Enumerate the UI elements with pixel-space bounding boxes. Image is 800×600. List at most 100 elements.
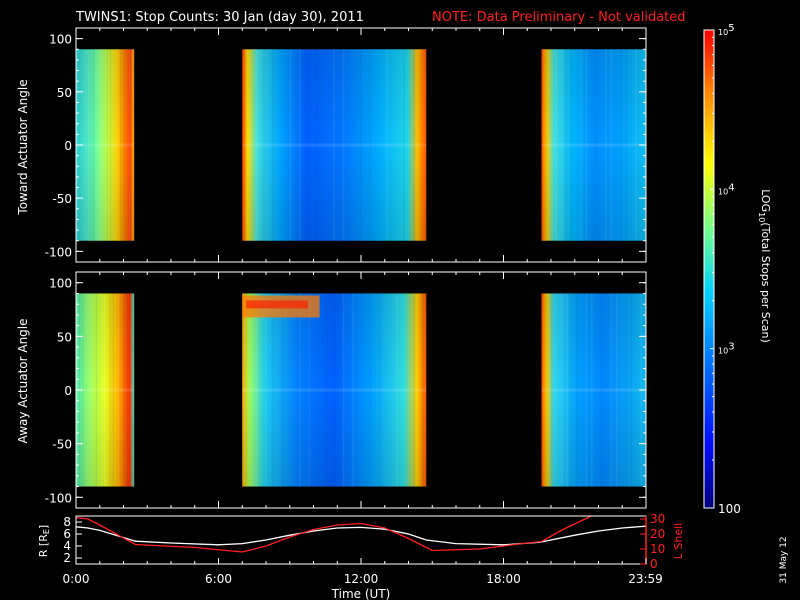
texture-streak xyxy=(395,293,398,487)
panel1-ylabel: Toward Actuator Angle xyxy=(16,79,30,215)
coverage-shade xyxy=(242,49,427,241)
zero-angle-band xyxy=(541,388,646,392)
texture-streak xyxy=(90,293,92,487)
zero-angle-band xyxy=(76,143,135,147)
texture-streak xyxy=(342,293,345,487)
texture-streak xyxy=(570,293,573,487)
texture-streak xyxy=(625,49,628,241)
texture-streak xyxy=(605,49,607,241)
right-ytick-label: 30 xyxy=(650,512,665,526)
texture-streak xyxy=(565,49,567,241)
xtick-label: 18:00 xyxy=(486,572,521,586)
texture-streak xyxy=(580,49,582,241)
panel2-ylabel: Away Actuator Angle xyxy=(16,318,30,443)
colorbar-label: LOG10(Total Stops per Scan) xyxy=(757,189,772,343)
colorbar-tick-label: 105 xyxy=(718,23,735,37)
texture-streak xyxy=(263,49,265,241)
texture-streak xyxy=(272,293,275,487)
texture-streak xyxy=(117,293,120,487)
texture-streak xyxy=(282,293,284,487)
texture-streak xyxy=(575,293,578,487)
ytick-label: 50 xyxy=(57,86,72,100)
texture-streak xyxy=(106,49,109,241)
coverage-shade xyxy=(541,49,646,241)
texture-streak xyxy=(545,293,548,487)
colorbar-tick-label: 103 xyxy=(718,342,735,356)
texture-streak xyxy=(101,293,103,487)
texture-streak xyxy=(635,49,637,241)
coverage-shade xyxy=(242,293,427,487)
texture-streak xyxy=(255,293,258,487)
colorbar-gradient xyxy=(704,30,714,508)
colorbar-tick-base: 10 xyxy=(718,187,728,196)
texture-streak xyxy=(92,49,95,241)
zero-angle-band xyxy=(242,388,427,392)
texture-streak xyxy=(246,49,248,241)
texture-streak xyxy=(378,293,381,487)
texture-streak xyxy=(123,49,125,241)
texture-streak xyxy=(104,293,106,487)
right-ytick-label: 10 xyxy=(650,542,665,556)
colorbar-tick-base: 100 xyxy=(718,502,741,516)
chart-title: TWINS1: Stop Counts: 30 Jan (day 30), 20… xyxy=(75,10,364,25)
texture-streak xyxy=(316,49,318,241)
texture-streak xyxy=(325,293,328,487)
ytick-label: -100 xyxy=(45,245,72,259)
texture-streak xyxy=(109,293,112,487)
ytick-label: 100 xyxy=(49,33,72,47)
texture-streak xyxy=(352,293,354,487)
texture-streak xyxy=(591,293,593,487)
texture-streak xyxy=(615,293,618,487)
texture-streak xyxy=(128,49,131,241)
lshell-series-line xyxy=(75,515,592,553)
texture-streak xyxy=(359,49,362,241)
away-actuator-heatmap: 100 50 0 -50 -100 xyxy=(45,271,647,509)
texture-streak xyxy=(610,49,612,241)
texture-streak xyxy=(84,49,86,241)
zero-angle-band xyxy=(541,143,646,147)
texture-streak xyxy=(620,49,622,241)
texture-streak xyxy=(95,293,98,487)
texture-streak xyxy=(403,49,406,241)
texture-streak xyxy=(333,49,335,241)
r-series-line xyxy=(75,525,647,546)
texture-streak xyxy=(422,293,425,487)
texture-streak xyxy=(560,293,563,487)
texture-streak xyxy=(560,49,563,241)
texture-streak xyxy=(413,49,415,241)
texture-streak xyxy=(123,293,125,487)
colorbar-tick-label: 100 xyxy=(718,502,741,516)
texture-streak xyxy=(289,49,292,241)
texture-streak xyxy=(87,49,89,241)
left-ytick-label: 2 xyxy=(63,551,71,565)
toward-actuator-heatmap: 100 50 0 -50 -100 xyxy=(45,27,647,263)
texture-streak xyxy=(570,49,573,241)
texture-streak xyxy=(87,293,89,487)
ytick-label: -50 xyxy=(52,438,72,452)
xtick-label: 12:00 xyxy=(344,572,379,586)
texture-streak xyxy=(595,49,597,241)
colorbar-tick-base: 10 xyxy=(718,347,728,356)
ytick-label: 50 xyxy=(57,330,72,344)
texture-streak xyxy=(585,49,588,241)
zero-angle-band xyxy=(242,143,427,147)
colorbar-tick-exponent: 3 xyxy=(728,342,734,353)
texture-streak xyxy=(299,49,301,241)
colorbar-tick-label: 104 xyxy=(718,182,735,196)
ytick-label: -100 xyxy=(45,491,72,505)
texture-streak xyxy=(625,293,628,487)
texture-streak xyxy=(308,293,311,487)
xtick-label: 0:00 xyxy=(63,572,90,586)
texture-streak xyxy=(551,293,553,487)
texture-streak xyxy=(369,49,371,241)
texture-streak xyxy=(109,49,112,241)
texture-streak xyxy=(630,293,633,487)
texture-streak xyxy=(131,49,134,241)
right-ytick-label: 0 xyxy=(650,557,658,571)
colorbar-tick-base: 10 xyxy=(718,28,728,37)
texture-streak xyxy=(299,293,301,487)
texture-streak xyxy=(98,49,100,241)
